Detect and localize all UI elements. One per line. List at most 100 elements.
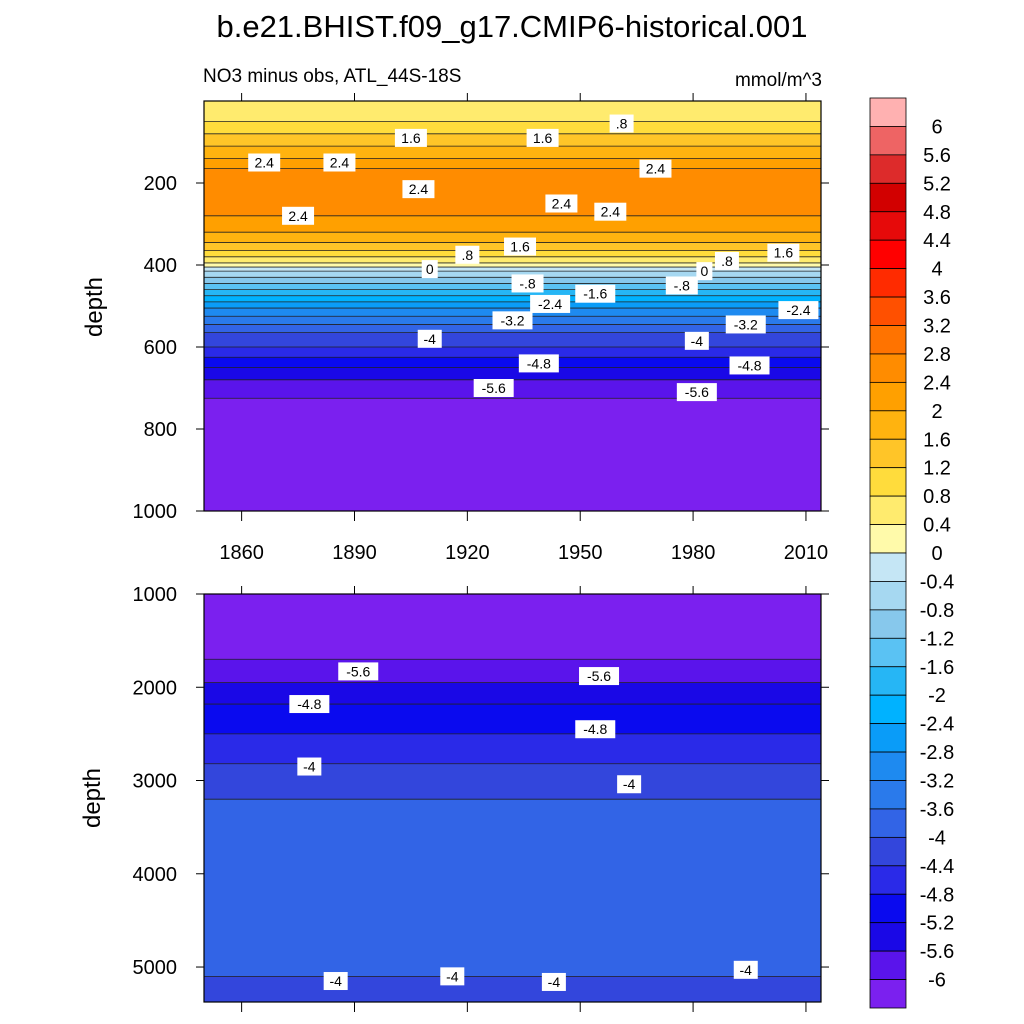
contour-band-upper-25 xyxy=(204,367,821,380)
colorbar-label-5: 4 xyxy=(931,259,942,281)
contour-label-lower-6: -4 xyxy=(329,973,342,989)
colorbar-swatch-17 xyxy=(869,581,907,611)
colorbar-label-12: 1.2 xyxy=(923,458,951,480)
contour-band-upper-1 xyxy=(204,121,821,134)
contour-label-upper-27: -5.6 xyxy=(482,380,506,396)
colorbar-label-17: -0.8 xyxy=(920,600,954,622)
colorbar-label-15: 0 xyxy=(931,543,942,565)
y-tick-label-lower-4: 5000 xyxy=(133,957,178,979)
colorbar-swatch-13 xyxy=(869,467,907,497)
colorbar-swatch-1 xyxy=(869,126,907,156)
colorbar-label-27: -4.8 xyxy=(920,884,954,906)
colorbar-label-26: -4.4 xyxy=(920,856,954,878)
colorbar-swatch-11 xyxy=(869,410,907,440)
contour-label-box-lower-5 xyxy=(617,775,642,794)
contour-label-upper-6: 2.4 xyxy=(646,161,666,177)
colorbar-swatch-27 xyxy=(869,865,907,895)
y-tick-label-upper-3: 800 xyxy=(144,419,177,441)
contour-label-upper-5: 2.4 xyxy=(409,181,429,197)
colorbar-label-10: 2 xyxy=(931,401,942,423)
colorbar-swatch-29 xyxy=(869,922,907,952)
plot-frame-lower xyxy=(203,593,822,1003)
contour-label-upper-16: 1.6 xyxy=(774,245,794,261)
colorbar-swatch-19 xyxy=(869,637,907,668)
contour-label-box-lower-9 xyxy=(733,960,758,979)
contour-band-lower-4 xyxy=(204,733,821,764)
y-tick-label-upper-4: 1000 xyxy=(133,501,178,523)
contour-band-lower-0 xyxy=(204,594,821,660)
colorbar-swatch-2 xyxy=(869,154,907,184)
y-tick-label-lower-3: 4000 xyxy=(133,864,178,886)
contour-label-box-upper-25 xyxy=(518,354,559,373)
contour-label-box-upper-11 xyxy=(504,237,537,256)
upper-ylabel: depth xyxy=(81,277,108,337)
colorbar: 6 5.6 5.2 4.8 4.4 4 3.6 3.2 2.8 2.4 2 1.6 1.2 0.8 0.4 0… xyxy=(869,97,954,1009)
colorbar-label-9: 2.4 xyxy=(923,372,951,394)
x-tick-label-upper-1: 1890 xyxy=(332,542,377,564)
colorbar-swatch-16 xyxy=(869,552,907,582)
colorbar-swatch-21 xyxy=(869,694,907,725)
contour-band-upper-2 xyxy=(204,133,821,147)
contour-label-upper-24: -4 xyxy=(691,333,704,349)
lower-panel: 1000 2000 3000 4000 5000 -5.6 -5.6 -4.8 -4.8 -4 -4… xyxy=(133,584,829,1012)
colorbar-swatch-25 xyxy=(869,808,907,838)
colorbar-swatch-24 xyxy=(869,780,907,810)
colorbar-swatch-31 xyxy=(869,979,907,1009)
contour-label-upper-12: 0 xyxy=(426,261,434,277)
contour-label-box-upper-2 xyxy=(609,114,634,133)
contour-band-lower-5 xyxy=(204,763,821,800)
contour-label-box-upper-9 xyxy=(594,202,627,221)
colorbar-label-13: 0.8 xyxy=(923,486,951,508)
plot-frame-upper xyxy=(203,100,822,512)
contour-label-upper-7: 2.4 xyxy=(288,208,308,224)
x-tick-label-upper-2: 1920 xyxy=(445,542,490,564)
contour-label-box-upper-27 xyxy=(473,379,514,397)
contour-label-box-upper-22 xyxy=(725,315,766,334)
contour-label-upper-11: 1.6 xyxy=(510,239,530,255)
contour-label-box-lower-6 xyxy=(323,972,348,991)
colorbar-swatch-3 xyxy=(869,182,907,213)
colorbar-label-14: 0.4 xyxy=(923,515,951,537)
colorbar-swatch-15 xyxy=(869,524,907,554)
contour-label-lower-9: -4 xyxy=(740,962,753,978)
contour-label-lower-3: -4.8 xyxy=(583,721,607,737)
contour-label-upper-21: -3.2 xyxy=(500,312,524,328)
contour-label-upper-13: -.8 xyxy=(519,275,536,291)
colorbar-label-19: -1.6 xyxy=(920,657,954,679)
contour-band-upper-4 xyxy=(204,158,821,169)
colorbar-label-3: 4.8 xyxy=(923,202,951,224)
contour-band-upper-12 xyxy=(204,267,821,272)
contour-label-box-lower-4 xyxy=(297,757,322,776)
contour-label-upper-4: 2.4 xyxy=(330,155,350,171)
colorbar-swatch-6 xyxy=(869,268,907,298)
contour-label-lower-1: -5.6 xyxy=(587,668,611,684)
colorbar-label-11: 1.6 xyxy=(923,429,951,451)
contour-label-upper-18: -1.6 xyxy=(583,286,607,302)
contour-label-upper-3: 2.4 xyxy=(254,155,274,171)
contour-label-box-upper-23 xyxy=(417,329,442,348)
contour-band-upper-6 xyxy=(204,215,821,233)
contour-label-upper-10: .8 xyxy=(462,247,474,263)
contour-label-box-lower-2 xyxy=(289,695,330,714)
colorbar-swatch-26 xyxy=(869,836,907,867)
contour-label-box-upper-28 xyxy=(676,383,717,402)
contour-band-upper-18 xyxy=(204,301,821,309)
contour-label-box-upper-7 xyxy=(282,206,315,225)
contour-band-upper-22 xyxy=(204,332,821,347)
colorbar-label-18: -1.2 xyxy=(920,628,954,650)
contour-label-box-upper-4 xyxy=(323,153,356,172)
contour-label-box-upper-21 xyxy=(492,311,533,330)
colorbar-swatch-9 xyxy=(869,353,907,383)
colorbar-label-4: 4.4 xyxy=(923,230,951,252)
x-tick-label-upper-5: 2010 xyxy=(784,542,829,564)
y-tick-label-lower-2: 3000 xyxy=(133,771,178,793)
colorbar-swatch-23 xyxy=(869,751,907,781)
contour-label-box-lower-0 xyxy=(338,662,379,681)
y-tick-label-upper-1: 400 xyxy=(144,255,177,277)
contour-label-box-lower-3 xyxy=(575,720,616,739)
upper-panel: 1860 1890 1920 1950 1980 2010 200 400 600 800 1000… xyxy=(133,93,829,564)
contour-band-upper-13 xyxy=(204,271,821,278)
contour-band-upper-0 xyxy=(204,101,821,122)
contour-label-lower-4: -4 xyxy=(303,759,316,775)
colorbar-label-30: -6 xyxy=(928,970,946,992)
